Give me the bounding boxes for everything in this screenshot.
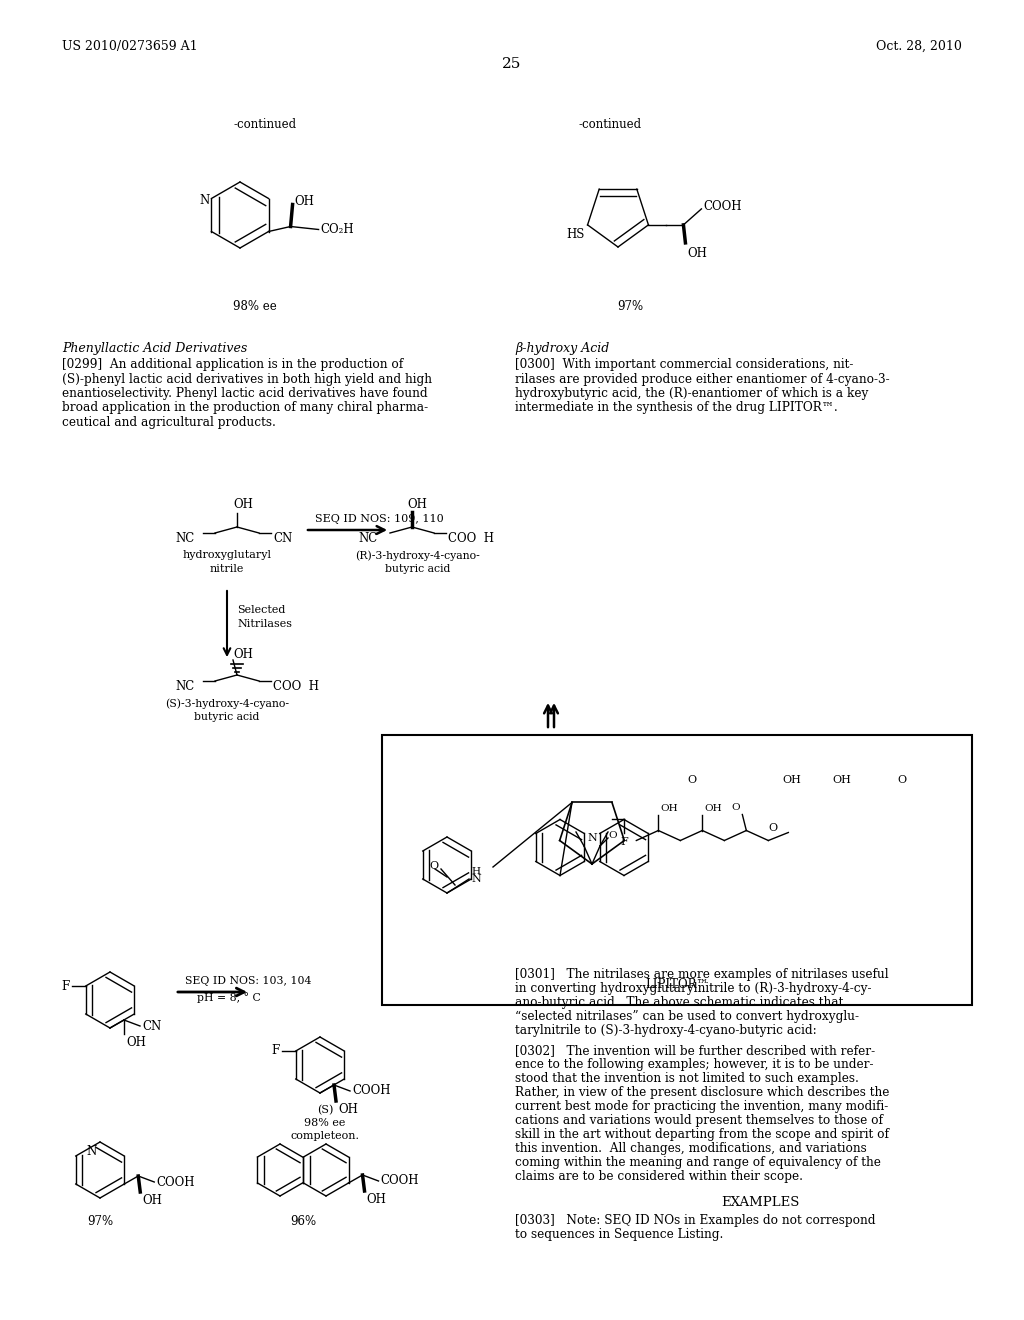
Text: O: O (732, 803, 740, 812)
Text: 97%: 97% (616, 300, 643, 313)
Text: H: H (471, 867, 480, 876)
Text: [0302]   The invention will be further described with refer-: [0302] The invention will be further des… (515, 1044, 876, 1057)
Text: (S)-3-hydroxy-4-cyano-: (S)-3-hydroxy-4-cyano- (165, 698, 289, 709)
Text: CN: CN (273, 532, 292, 544)
Text: CN: CN (142, 1019, 161, 1032)
Text: to sequences in Sequence Listing.: to sequences in Sequence Listing. (515, 1228, 723, 1241)
Text: claims are to be considered within their scope.: claims are to be considered within their… (515, 1170, 803, 1183)
Text: skill in the art without departing from the scope and spirit of: skill in the art without departing from … (515, 1129, 889, 1140)
Text: NC: NC (175, 680, 195, 693)
Text: 97%: 97% (87, 1214, 113, 1228)
Text: OH: OH (705, 804, 722, 813)
Text: Rather, in view of the present disclosure which describes the: Rather, in view of the present disclosur… (515, 1086, 890, 1100)
Text: COOH: COOH (352, 1085, 390, 1097)
Text: OH: OH (660, 804, 678, 813)
Text: (S): (S) (316, 1105, 333, 1115)
Text: butyric acid: butyric acid (385, 564, 451, 574)
Text: OH: OH (367, 1193, 386, 1206)
Text: current best mode for practicing the invention, many modifi-: current best mode for practicing the inv… (515, 1100, 888, 1113)
Text: O: O (687, 775, 696, 785)
Text: Phenyllactic Acid Derivatives: Phenyllactic Acid Derivatives (62, 342, 247, 355)
Text: OH: OH (126, 1036, 145, 1049)
Text: OH: OH (142, 1195, 162, 1206)
Text: OH: OH (233, 648, 253, 660)
Text: pH = 8, ° C: pH = 8, ° C (197, 993, 261, 1003)
Text: SEQ ID NOS: 103, 104: SEQ ID NOS: 103, 104 (185, 975, 311, 986)
Text: 98% ee: 98% ee (233, 300, 276, 313)
Text: NC: NC (175, 532, 195, 544)
Text: OH: OH (687, 247, 708, 260)
Text: nitrile: nitrile (210, 564, 244, 574)
Text: coming within the meaning and range of equivalency of the: coming within the meaning and range of e… (515, 1156, 881, 1170)
Text: N: N (87, 1144, 97, 1158)
Text: cations and variations would present themselves to those of: cations and variations would present the… (515, 1114, 883, 1127)
Text: COOH: COOH (703, 201, 742, 214)
Text: β-hydroxy Acid: β-hydroxy Acid (515, 342, 609, 355)
Text: stood that the invention is not limited to such examples.: stood that the invention is not limited … (515, 1072, 859, 1085)
Text: OH: OH (233, 499, 253, 511)
Text: F: F (271, 1044, 280, 1057)
Text: 96%: 96% (290, 1214, 316, 1228)
Text: 98% ee: 98% ee (304, 1118, 346, 1129)
Text: (R)-3-hydroxy-4-cyano-: (R)-3-hydroxy-4-cyano- (355, 550, 480, 561)
Text: F: F (621, 837, 628, 847)
Text: OH: OH (407, 499, 427, 511)
Text: [0300]  With important commercial considerations, nit-: [0300] With important commercial conside… (515, 358, 853, 371)
Text: enantioselectivity. Phenyl lactic acid derivatives have found: enantioselectivity. Phenyl lactic acid d… (62, 387, 428, 400)
Text: COOH: COOH (157, 1176, 195, 1188)
Text: NC: NC (358, 532, 378, 544)
Text: N: N (200, 194, 210, 207)
Text: butyric acid: butyric acid (195, 711, 260, 722)
Text: Oct. 28, 2010: Oct. 28, 2010 (877, 40, 962, 53)
Text: ano-butyric acid.  The above schematic indicates that: ano-butyric acid. The above schematic in… (515, 997, 844, 1008)
Text: 25: 25 (503, 57, 521, 71)
Text: N: N (587, 833, 597, 843)
Text: OH: OH (338, 1104, 357, 1115)
Text: OH: OH (782, 775, 802, 785)
Text: tarylnitrile to (S)-3-hydroxy-4-cyano-butyric acid:: tarylnitrile to (S)-3-hydroxy-4-cyano-bu… (515, 1024, 817, 1038)
Text: LIPITOR™: LIPITOR™ (645, 978, 709, 991)
Text: [0299]  An additional application is in the production of: [0299] An additional application is in t… (62, 358, 403, 371)
Text: intermediate in the synthesis of the drug LIPITOR™.: intermediate in the synthesis of the dru… (515, 401, 838, 414)
Text: COO  H: COO H (449, 532, 494, 544)
Text: O: O (897, 775, 906, 785)
Text: ence to the following examples; however, it is to be under-: ence to the following examples; however,… (515, 1059, 873, 1071)
Text: F: F (61, 979, 70, 993)
Text: ceutical and agricultural products.: ceutical and agricultural products. (62, 416, 275, 429)
Text: “selected nitrilases” can be used to convert hydroxyglu-: “selected nitrilases” can be used to con… (515, 1010, 859, 1023)
Text: SEQ ID NOS: 109, 110: SEQ ID NOS: 109, 110 (315, 513, 443, 524)
Text: COO  H: COO H (273, 680, 319, 693)
Text: Selected: Selected (237, 605, 286, 615)
Text: Nitrilases: Nitrilases (237, 619, 292, 630)
Text: OH: OH (295, 195, 314, 209)
Text: completeon.: completeon. (291, 1131, 359, 1140)
Text: hydroxyglutaryl: hydroxyglutaryl (182, 550, 271, 560)
Text: -continued: -continued (579, 117, 642, 131)
Text: HS: HS (566, 228, 585, 240)
Text: N: N (471, 874, 480, 884)
Text: broad application in the production of many chiral pharma-: broad application in the production of m… (62, 401, 428, 414)
Text: this invention.  All changes, modifications, and variations: this invention. All changes, modificatio… (515, 1142, 866, 1155)
Text: hydroxybutyric acid, the (R)-enantiomer of which is a key: hydroxybutyric acid, the (R)-enantiomer … (515, 387, 868, 400)
Text: EXAMPLES: EXAMPLES (721, 1196, 799, 1209)
Text: [0301]   The nitrilases are more examples of nitrilases useful: [0301] The nitrilases are more examples … (515, 968, 889, 981)
Text: CO₂H: CO₂H (321, 223, 354, 236)
Text: rilases are provided produce either enantiomer of 4-cyano-3-: rilases are provided produce either enan… (515, 372, 890, 385)
Text: COOH: COOH (381, 1175, 419, 1188)
Text: OH: OH (833, 775, 851, 785)
Text: O: O (430, 861, 439, 871)
Text: O: O (608, 832, 616, 841)
Text: [0303]   Note: SEQ ID NOs in Examples do not correspond: [0303] Note: SEQ ID NOs in Examples do n… (515, 1214, 876, 1228)
Text: in converting hydroxyglutarylnitrile to (R)-3-hydroxy-4-cy-: in converting hydroxyglutarylnitrile to … (515, 982, 871, 995)
Text: US 2010/0273659 A1: US 2010/0273659 A1 (62, 40, 198, 53)
Bar (382, 735, 972, 1005)
Text: -continued: -continued (233, 117, 297, 131)
Text: (S)-phenyl lactic acid derivatives in both high yield and high: (S)-phenyl lactic acid derivatives in bo… (62, 372, 432, 385)
Text: O: O (768, 822, 777, 833)
